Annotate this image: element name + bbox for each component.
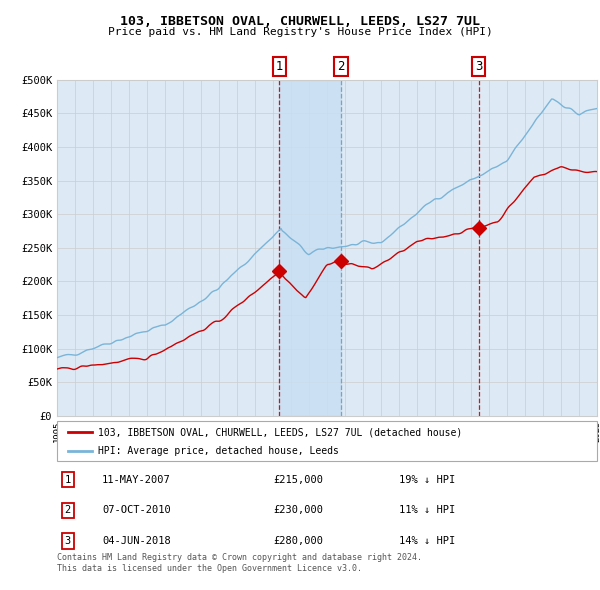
Text: 07-OCT-2010: 07-OCT-2010 (102, 506, 171, 515)
Bar (280, 80, 341, 416)
Text: £230,000: £230,000 (273, 506, 323, 515)
Text: Contains HM Land Registry data © Crown copyright and database right 2024.
This d: Contains HM Land Registry data © Crown c… (57, 553, 422, 573)
Text: 2: 2 (65, 506, 71, 515)
Text: 2: 2 (337, 60, 344, 73)
Text: HPI: Average price, detached house, Leeds: HPI: Average price, detached house, Leed… (97, 447, 338, 456)
Text: 04-JUN-2018: 04-JUN-2018 (102, 536, 171, 546)
Text: 11% ↓ HPI: 11% ↓ HPI (399, 506, 455, 515)
Text: 103, IBBETSON OVAL, CHURWELL, LEEDS, LS27 7UL (detached house): 103, IBBETSON OVAL, CHURWELL, LEEDS, LS2… (97, 428, 462, 438)
Text: 3: 3 (65, 536, 71, 546)
Text: 14% ↓ HPI: 14% ↓ HPI (399, 536, 455, 546)
Text: 1: 1 (65, 475, 71, 484)
Text: 103, IBBETSON OVAL, CHURWELL, LEEDS, LS27 7UL: 103, IBBETSON OVAL, CHURWELL, LEEDS, LS2… (120, 15, 480, 28)
Text: 11-MAY-2007: 11-MAY-2007 (102, 475, 171, 484)
Text: £280,000: £280,000 (273, 536, 323, 546)
Text: Price paid vs. HM Land Registry's House Price Index (HPI): Price paid vs. HM Land Registry's House … (107, 27, 493, 37)
Text: £215,000: £215,000 (273, 475, 323, 484)
Text: 1: 1 (276, 60, 283, 73)
Text: 3: 3 (475, 60, 482, 73)
Text: 19% ↓ HPI: 19% ↓ HPI (399, 475, 455, 484)
